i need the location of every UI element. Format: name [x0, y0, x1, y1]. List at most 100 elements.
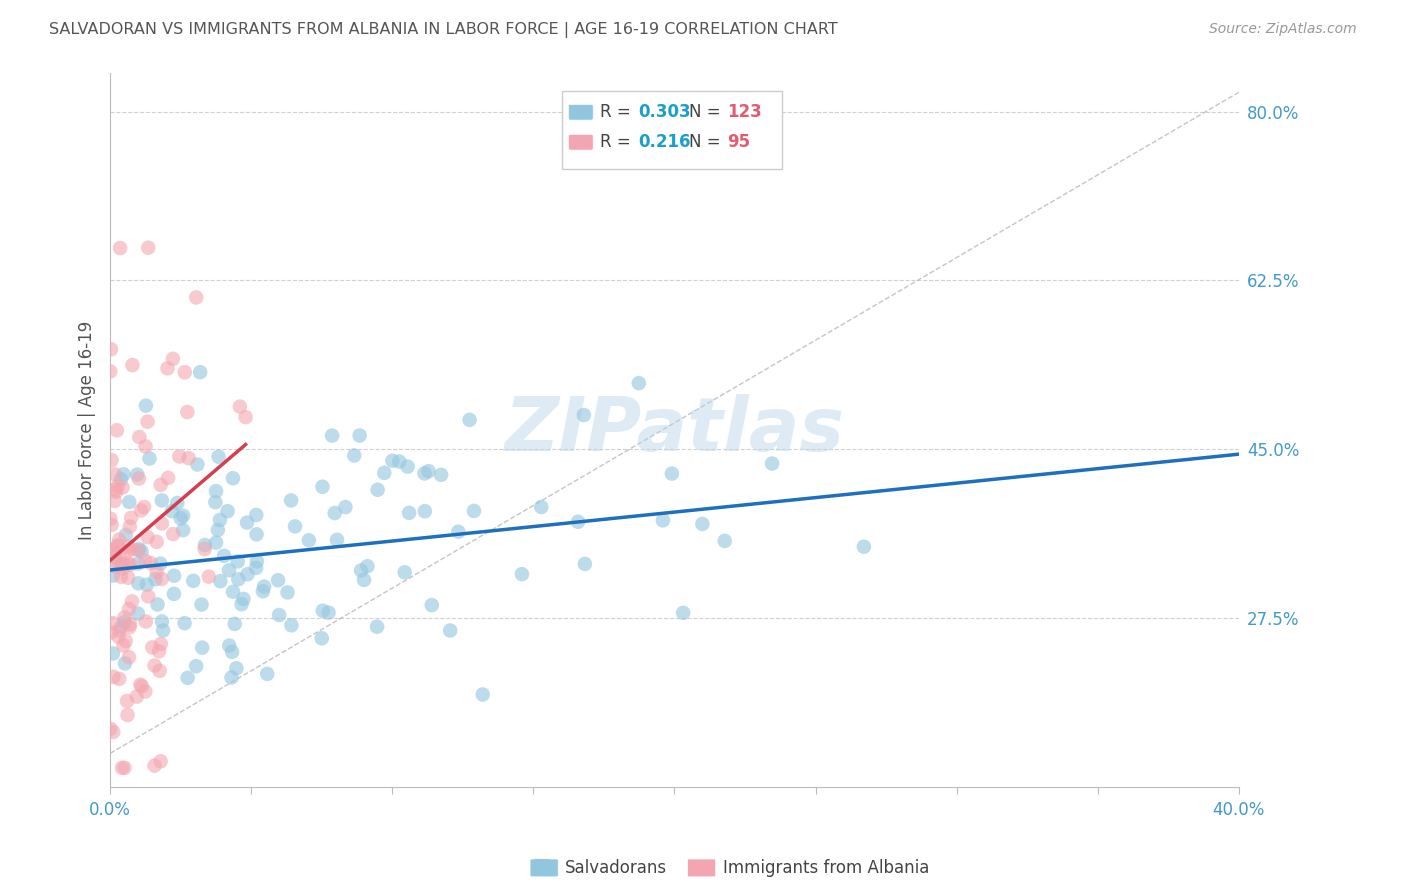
Point	[149, 754, 172, 768]
Point	[127, 607, 149, 621]
Point	[572, 408, 595, 422]
Point	[121, 542, 143, 557]
Point	[284, 519, 307, 533]
Point	[276, 585, 298, 599]
Point	[229, 400, 252, 414]
Point	[127, 543, 149, 558]
Point	[852, 540, 875, 554]
Point	[146, 598, 169, 612]
Point	[166, 496, 188, 510]
Text: 123: 123	[727, 103, 762, 121]
Point	[135, 577, 157, 591]
Point	[252, 584, 274, 599]
Point	[108, 550, 131, 565]
Point	[105, 423, 128, 437]
Point	[139, 556, 162, 570]
Point	[651, 513, 673, 527]
Text: 0.303: 0.303	[638, 103, 690, 121]
Point	[169, 450, 191, 464]
Point	[356, 559, 378, 574]
Point	[197, 569, 219, 583]
Point	[136, 241, 159, 255]
Point	[367, 483, 389, 497]
Point	[343, 449, 366, 463]
Point	[127, 467, 149, 482]
Point	[761, 457, 783, 471]
Point	[430, 467, 453, 482]
Point	[463, 504, 485, 518]
Point	[194, 542, 217, 557]
Point	[141, 640, 163, 655]
Point	[162, 351, 184, 366]
FancyBboxPatch shape	[568, 104, 593, 120]
Point	[231, 597, 253, 611]
Point	[218, 563, 240, 577]
Point	[103, 725, 125, 739]
Point	[108, 241, 131, 255]
Point	[236, 516, 259, 530]
Point	[418, 464, 440, 478]
Point	[98, 364, 121, 378]
Point	[149, 637, 172, 651]
Point	[107, 538, 129, 552]
Point	[207, 523, 229, 537]
Text: N =: N =	[689, 103, 721, 121]
Point	[135, 439, 157, 453]
Point	[136, 590, 159, 604]
Text: N =: N =	[689, 133, 721, 152]
Point	[366, 620, 388, 634]
Point	[160, 504, 183, 518]
Point	[117, 543, 139, 558]
Point	[120, 558, 142, 572]
Point	[388, 454, 411, 468]
Point	[191, 640, 214, 655]
Point	[280, 618, 302, 632]
Point	[246, 554, 269, 568]
Text: □: □	[531, 855, 550, 875]
Point	[145, 572, 167, 586]
Point	[121, 358, 143, 372]
Point	[574, 557, 596, 571]
Point	[381, 453, 404, 467]
Point	[131, 544, 153, 558]
Point	[118, 620, 141, 634]
Point	[181, 574, 204, 588]
Point	[567, 515, 589, 529]
Point	[112, 467, 135, 482]
Point	[118, 650, 141, 665]
Point	[226, 554, 249, 568]
Point	[110, 620, 132, 634]
Point	[114, 634, 136, 648]
Point	[108, 672, 131, 686]
Point	[117, 571, 139, 585]
Point	[149, 664, 172, 678]
Point	[207, 450, 229, 464]
Point	[110, 472, 132, 486]
Point	[236, 567, 259, 582]
Point	[353, 573, 375, 587]
Point	[148, 644, 170, 658]
Point	[163, 568, 186, 582]
Point	[373, 466, 395, 480]
Point	[100, 625, 122, 640]
Point	[186, 290, 208, 304]
Point	[245, 508, 267, 522]
Point	[114, 761, 136, 775]
Point	[190, 598, 212, 612]
Point	[114, 657, 136, 671]
Point	[173, 365, 195, 379]
FancyBboxPatch shape	[568, 135, 593, 150]
Point	[112, 615, 135, 629]
Point	[318, 606, 340, 620]
Point	[413, 504, 436, 518]
Point	[129, 678, 152, 692]
Point	[129, 503, 152, 517]
Point	[627, 376, 650, 391]
Point	[713, 533, 735, 548]
Point	[136, 530, 159, 544]
Point	[104, 559, 127, 574]
Point	[156, 361, 179, 376]
Point	[128, 542, 150, 557]
Point	[232, 591, 254, 606]
Point	[138, 451, 160, 466]
